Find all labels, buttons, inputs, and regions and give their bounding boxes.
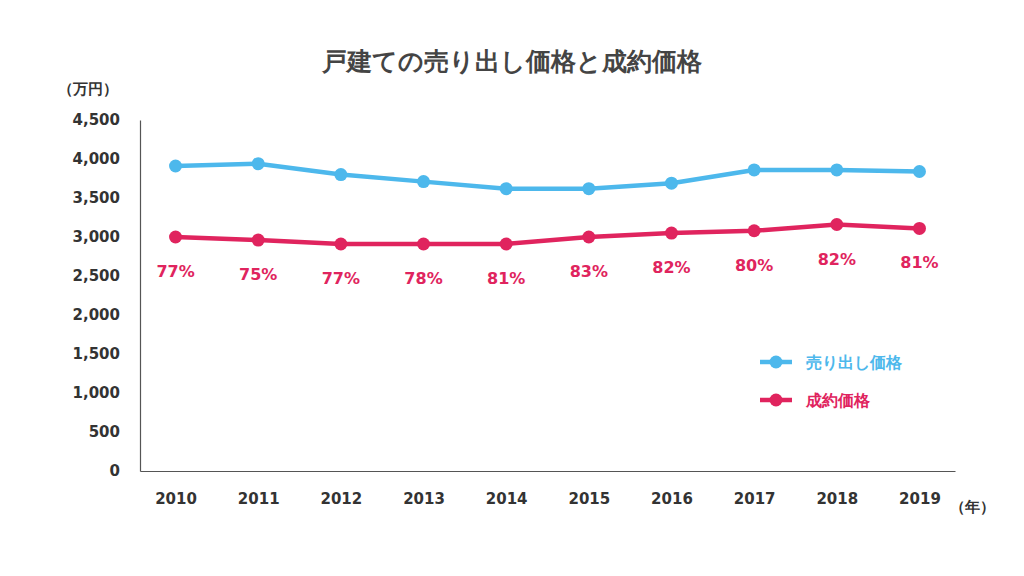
legend-label: 成約価格 — [805, 391, 871, 410]
x-tick: 2019 — [899, 471, 941, 508]
x-tick: 2014 — [486, 471, 528, 508]
series-point — [252, 157, 265, 170]
x-tick: 2016 — [651, 471, 693, 508]
x-tick-label: 2012 — [320, 490, 362, 508]
series-point — [830, 218, 843, 231]
x-tick-label: 2014 — [486, 490, 528, 508]
x-axis: 2010 2011 2012 2013 2014 2015 2016 2017 2018 2019 — [141, 471, 956, 508]
x-axis-title: （年） — [950, 498, 995, 516]
x-tick-label: 2017 — [734, 490, 776, 508]
series-point — [169, 231, 182, 244]
y-tick-label: 1,500 — [73, 345, 120, 363]
series-point — [830, 163, 843, 176]
y-tick: 500 — [89, 423, 140, 441]
y-axis: 0 500 1,000 1,500 2,000 2,500 3,000 3,500 4,000 4… — [73, 111, 141, 480]
y-tick-label: 0 — [110, 462, 120, 480]
series-point — [913, 222, 926, 235]
x-tick: 2013 — [403, 471, 445, 508]
legend: 売り出し価格成約価格 — [760, 353, 903, 410]
series-point — [169, 160, 182, 173]
plot-area — [169, 157, 926, 250]
x-tick: 2018 — [816, 471, 858, 508]
y-tick: 1,000 — [73, 384, 140, 402]
x-axis-line — [141, 471, 956, 472]
x-tick: 2012 — [320, 471, 362, 508]
y-tick-label: 2,500 — [73, 267, 120, 285]
series-point — [913, 165, 926, 178]
series-point — [417, 238, 430, 251]
annotation: 81% — [900, 253, 938, 272]
series-point — [334, 238, 347, 251]
y-tick: 3,500 — [73, 189, 140, 207]
x-tick-label: 2016 — [651, 490, 693, 508]
y-tick: 3,000 — [73, 228, 140, 246]
x-tick-label: 2011 — [238, 490, 280, 508]
series-point — [417, 175, 430, 188]
y-tick: 4,500 — [73, 111, 140, 129]
title: 戸建ての売り出し価格と成約価格 — [321, 47, 702, 76]
annotation: 83% — [570, 262, 608, 281]
x-tick: 2011 — [238, 471, 280, 508]
annotation: 75% — [239, 265, 277, 284]
y-tick-label: 4,000 — [73, 150, 120, 168]
y-tick-label: 3,000 — [73, 228, 120, 246]
annotation: 80% — [735, 256, 773, 275]
x-tick: 2010 — [155, 471, 197, 508]
annotations: 77% 75% 77% 78% 81% 83% 82% 80% 82% 81% — [156, 250, 938, 289]
y-tick: 1,500 — [73, 345, 140, 363]
legend-item: 売り出し価格 — [760, 353, 903, 372]
x-tick: 2015 — [568, 471, 610, 508]
legend-marker — [770, 394, 783, 407]
series-point — [500, 238, 513, 251]
y-tick: 0 — [110, 462, 140, 480]
series-point — [582, 182, 595, 195]
annotation: 82% — [818, 250, 856, 269]
annotation: 78% — [404, 269, 442, 288]
series-point — [748, 224, 761, 237]
x-tick-label: 2010 — [155, 490, 197, 508]
series-point — [582, 231, 595, 244]
y-tick: 2,500 — [73, 267, 140, 285]
series-point — [500, 182, 513, 195]
annotation: 77% — [156, 262, 194, 281]
x-tick-label: 2013 — [403, 490, 445, 508]
series-point — [665, 177, 678, 190]
chart: 戸建ての売り出し価格と成約価格 0 500 1,000 1,500 2,000 2,500 3… — [0, 0, 1024, 576]
x-tick-label: 2019 — [899, 490, 941, 508]
series-line — [176, 225, 920, 245]
y-axis-line — [140, 121, 141, 472]
annotation: 82% — [652, 258, 690, 277]
legend-marker — [770, 356, 783, 369]
x-tick: 2017 — [734, 471, 776, 508]
x-tick-label: 2018 — [816, 490, 858, 508]
y-tick-label: 4,500 — [73, 111, 120, 129]
x-tick-label: 2015 — [568, 490, 610, 508]
y-tick-label: 3,500 — [73, 189, 120, 207]
series-point — [665, 227, 678, 240]
y-tick-label: 1,000 — [73, 384, 120, 402]
legend-item: 成約価格 — [760, 391, 871, 410]
y-tick: 2,000 — [73, 306, 140, 324]
legend-label: 売り出し価格 — [806, 353, 903, 372]
y-tick-label: 2,000 — [73, 306, 120, 324]
annotation: 81% — [487, 269, 525, 288]
series-line — [176, 164, 920, 189]
annotation: 77% — [322, 269, 360, 288]
series-point — [334, 168, 347, 181]
series-point — [252, 234, 265, 247]
y-tick-label: 500 — [89, 423, 120, 441]
y-axis-title: （万円） — [58, 80, 118, 98]
y-tick: 4,000 — [73, 150, 140, 168]
series-point — [748, 163, 761, 176]
